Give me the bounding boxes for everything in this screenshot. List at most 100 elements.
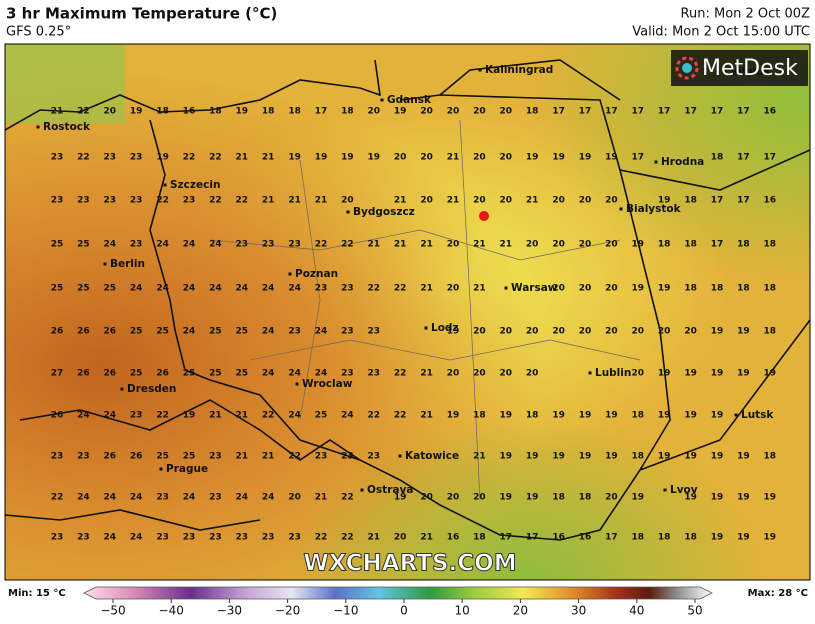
colorbar-tick-label: −30 [217,604,242,618]
grid-value: 25 [51,284,64,294]
logo-text: MetDesk [702,56,798,81]
grid-value: 23 [183,533,196,543]
city-label: Bialystok [626,203,682,215]
grid-value: 23 [368,369,381,379]
grid-value: 22 [368,411,381,421]
city-dot [478,68,482,72]
grid-value: 26 [104,369,117,379]
grid-value: 20 [579,327,592,337]
grid-value: 22 [341,240,354,250]
city-dot [619,207,623,211]
grid-value: 19 [737,369,750,379]
model: GFS 0.25° [6,25,71,40]
grid-value: 22 [156,196,169,206]
grid-value: 23 [341,452,354,462]
grid-value: 20 [526,327,539,337]
grid-value: 20 [500,327,513,337]
grid-value: 19 [711,493,724,503]
grid-value: 19 [764,533,777,543]
grid-value: 23 [77,533,90,543]
grid-value: 20 [447,369,460,379]
grid-value: 19 [579,411,592,421]
grid-value: 21 [394,196,407,206]
city-dot [120,387,124,391]
grid-value: 24 [183,493,196,503]
grid-value: 18 [684,196,697,206]
grid-value: 19 [526,153,539,163]
grid-value: 20 [552,240,565,250]
city-dot [398,454,402,458]
grid-value: 17 [737,196,750,206]
grid-value: 25 [77,240,90,250]
grid-value: 20 [632,327,645,337]
grid-value: 20 [500,153,513,163]
city-label: Ostrava [367,484,413,496]
city-label: Dresden [127,383,176,395]
grid-value: 24 [77,411,90,421]
grid-value: 22 [77,107,90,117]
grid-value: 18 [764,240,777,250]
colorbar-tick-label: −50 [100,604,125,618]
grid-value: 24 [104,493,117,503]
grid-value: 24 [183,327,196,337]
grid-value: 20 [579,284,592,294]
city-dot [588,371,592,375]
grid-value: 20 [447,284,460,294]
grid-value: 23 [368,327,381,337]
grid-value: 19 [447,411,460,421]
grid-value: 26 [77,327,90,337]
grid-value: 23 [77,196,90,206]
grid-value: 20 [420,153,433,163]
valid: Valid: Mon 2 Oct 15:00 UTC [632,25,810,40]
grid-value: 20 [104,107,117,117]
colorbar-tick-label: 30 [571,604,586,618]
grid-value: 23 [51,153,64,163]
city-label: Bydgoszcz [353,206,415,218]
grid-value: 19 [711,533,724,543]
grid-value: 25 [156,452,169,462]
grid-value: 19 [658,452,671,462]
grid-value: 19 [368,153,381,163]
grid-value: 24 [130,284,143,294]
grid-value: 20 [684,327,697,337]
grid-value: 23 [130,196,143,206]
grid-value: 19 [711,327,724,337]
grid-value: 19 [500,493,513,503]
grid-value: 20 [288,493,301,503]
city-dot [295,382,299,386]
grid-value: 18 [684,533,697,543]
grid-value: 20 [473,107,486,117]
grid-value: 17 [605,533,618,543]
grid-value: 23 [51,196,64,206]
watermark: WXCHARTS.COM [303,551,516,577]
grid-value: 22 [51,493,64,503]
grid-value: 19 [394,107,407,117]
grid-value: 20 [579,240,592,250]
grid-value: 20 [552,327,565,337]
grid-value: 20 [500,107,513,117]
grid-value: 19 [552,153,565,163]
city-label: Szczecin [170,179,220,191]
grid-value: 18 [711,153,724,163]
grid-value: 19 [711,369,724,379]
grid-value: 19 [684,411,697,421]
grid-value: 21 [368,240,381,250]
map-frame [4,43,811,581]
grid-value: 17 [711,107,724,117]
grid-value: 20 [605,327,618,337]
grid-value: 20 [420,493,433,503]
grid-value: 16 [764,107,777,117]
grid-value: 16 [579,533,592,543]
grid-value: 18 [526,411,539,421]
grid-value: 25 [130,327,143,337]
provinces [209,119,641,501]
grid-value: 21 [262,452,275,462]
map [5,44,810,580]
grid-value: 19 [526,493,539,503]
grid-value: 18 [764,452,777,462]
grid-value: 19 [737,327,750,337]
grid-value: 21 [236,153,249,163]
grid-value: 20 [526,369,539,379]
grid-value: 22 [156,411,169,421]
